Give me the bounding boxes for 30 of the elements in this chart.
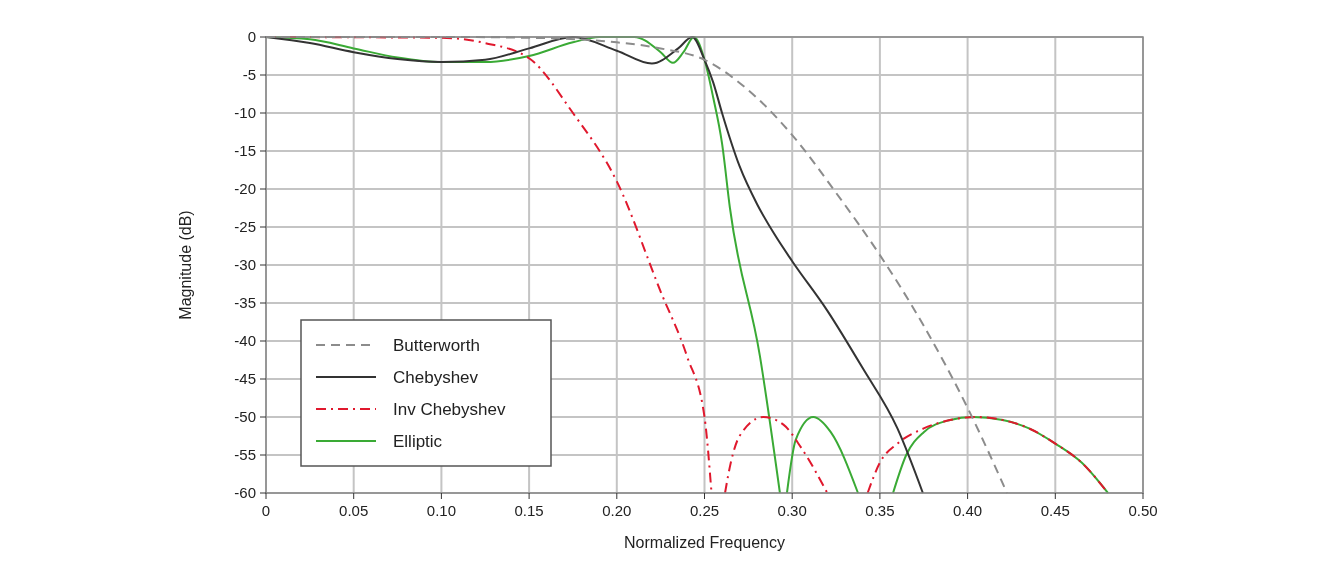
x-axis-title: Normalized Frequency [624,534,785,551]
y-tick-label: -10 [234,104,256,122]
x-tick-label: 0.15 [514,502,544,519]
y-tick-label: -5 [242,66,256,84]
y-tick-label: -15 [234,142,256,160]
x-tick-label: 0 [261,502,271,519]
y-tick-label: -45 [234,370,256,388]
y-tick-label: -20 [234,180,256,198]
y-tick-label: 0 [247,28,256,46]
x-tick-label: 0.05 [339,502,369,519]
y-tick-label: -55 [234,446,256,464]
x-tick-label: 0.30 [777,502,807,519]
y-tick-label: -30 [234,256,256,274]
y-axis-title: Magnitude (dB) [177,210,194,320]
y-tick-label: -35 [234,294,256,312]
legend-label: Elliptic [393,431,443,451]
legend-label: Inv Chebyshev [393,399,506,419]
x-tick-label: 0.50 [1128,502,1158,519]
x-tick-label: 0.10 [426,502,456,519]
legend-label: Butterworth [393,335,480,355]
y-tick-label: -25 [234,218,256,236]
y-tick-label: -40 [234,332,256,350]
x-tick-label: 0.40 [953,502,983,519]
y-tick-label: -60 [234,484,256,502]
x-tick-label: 0.45 [1040,502,1070,519]
x-tick-label: 0.20 [602,502,632,519]
y-tick-label: -50 [234,408,256,426]
x-tick-label: 0.35 [865,502,895,519]
legend-label: Chebyshev [393,367,479,387]
x-tick-label: 0.25 [689,502,720,519]
